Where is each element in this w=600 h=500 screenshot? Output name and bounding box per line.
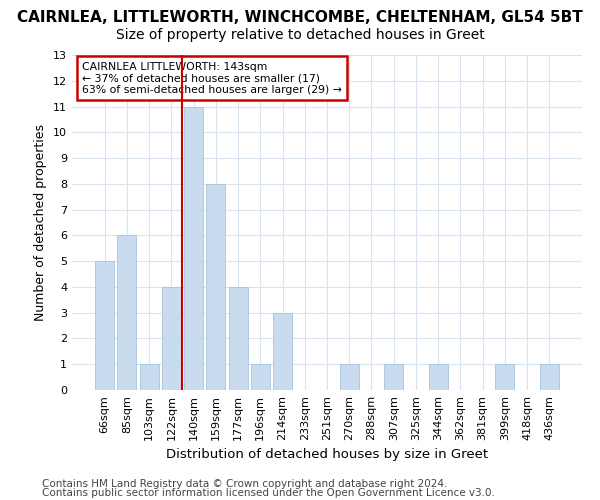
Bar	[184, 106, 203, 390]
Bar	[229, 287, 248, 390]
Bar	[118, 236, 136, 390]
Bar	[206, 184, 225, 390]
Text: Contains public sector information licensed under the Open Government Licence v3: Contains public sector information licen…	[42, 488, 495, 498]
Bar	[384, 364, 403, 390]
Bar	[162, 287, 181, 390]
Y-axis label: Number of detached properties: Number of detached properties	[34, 124, 47, 321]
Text: CAIRNLEA, LITTLEWORTH, WINCHCOMBE, CHELTENHAM, GL54 5BT: CAIRNLEA, LITTLEWORTH, WINCHCOMBE, CHELT…	[17, 10, 583, 25]
Bar	[273, 312, 292, 390]
Bar	[251, 364, 270, 390]
Bar	[340, 364, 359, 390]
Bar	[496, 364, 514, 390]
Bar	[540, 364, 559, 390]
Bar	[95, 261, 114, 390]
Text: Contains HM Land Registry data © Crown copyright and database right 2024.: Contains HM Land Registry data © Crown c…	[42, 479, 448, 489]
Bar	[140, 364, 158, 390]
X-axis label: Distribution of detached houses by size in Greet: Distribution of detached houses by size …	[166, 448, 488, 462]
Bar	[429, 364, 448, 390]
Text: CAIRNLEA LITTLEWORTH: 143sqm
← 37% of detached houses are smaller (17)
63% of se: CAIRNLEA LITTLEWORTH: 143sqm ← 37% of de…	[82, 62, 342, 95]
Text: Size of property relative to detached houses in Greet: Size of property relative to detached ho…	[116, 28, 484, 42]
